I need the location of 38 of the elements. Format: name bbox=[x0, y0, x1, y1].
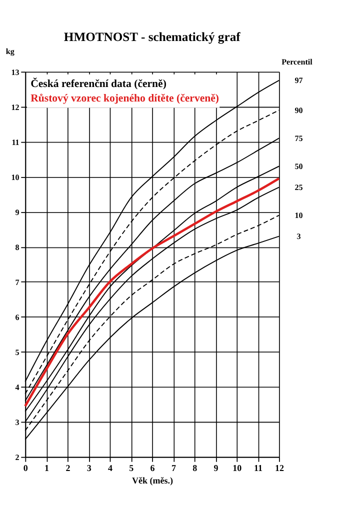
x-tick-label: 2 bbox=[66, 462, 71, 473]
x-tick-label: 7 bbox=[171, 462, 176, 473]
series-label: 10 bbox=[294, 210, 303, 220]
y-tick-label: 5 bbox=[15, 348, 20, 357]
y-tick-label: 3 bbox=[15, 418, 20, 428]
y-tick-label: 8 bbox=[15, 242, 20, 252]
series-label: 90 bbox=[294, 106, 303, 115]
y-tick-label: 12 bbox=[11, 102, 20, 112]
text: 3 bbox=[296, 232, 301, 241]
chart-title: HMOTNOST - schematický graf bbox=[64, 30, 242, 44]
y-tick-label: 10 bbox=[11, 172, 20, 182]
x-axis-title: Věk (měs.) bbox=[132, 475, 174, 486]
y-tick-label: 6 bbox=[15, 312, 20, 322]
x-tick-label: 8 bbox=[192, 462, 198, 473]
x-tick-label: 1 bbox=[44, 462, 50, 473]
y-tick-label: 2 bbox=[15, 453, 20, 462]
series-label: 97 bbox=[294, 76, 303, 86]
x-tick-label: 10 bbox=[232, 462, 242, 473]
x-tick-label: 6 bbox=[150, 462, 156, 473]
legend-title: Percentil bbox=[282, 58, 314, 66]
x-tick-label: 0 bbox=[23, 462, 28, 473]
y-tick-label: 4 bbox=[15, 383, 20, 392]
x-tick-label: 4 bbox=[108, 462, 113, 473]
x-tick-label: 12 bbox=[274, 462, 284, 473]
series-label: 50 bbox=[294, 162, 303, 171]
x-tick-label: 11 bbox=[254, 462, 264, 473]
y-tick-label: 11 bbox=[12, 138, 20, 147]
y-axis-title: kg bbox=[6, 47, 14, 56]
y-tick-label: 13 bbox=[11, 68, 20, 77]
y-tick-label: 9 bbox=[15, 208, 20, 217]
series-label: 25 bbox=[294, 182, 303, 192]
text: Růstový vzorec kojeného dítěte (červeně) bbox=[30, 92, 220, 104]
series-label: 75 bbox=[294, 134, 303, 143]
annotation: Česká referenční data (černě) bbox=[30, 77, 167, 90]
x-tick-label: 5 bbox=[129, 462, 134, 473]
x-tick-label: 3 bbox=[86, 462, 92, 473]
x-tick-label: 9 bbox=[214, 462, 219, 473]
y-tick-label: 7 bbox=[15, 278, 20, 287]
